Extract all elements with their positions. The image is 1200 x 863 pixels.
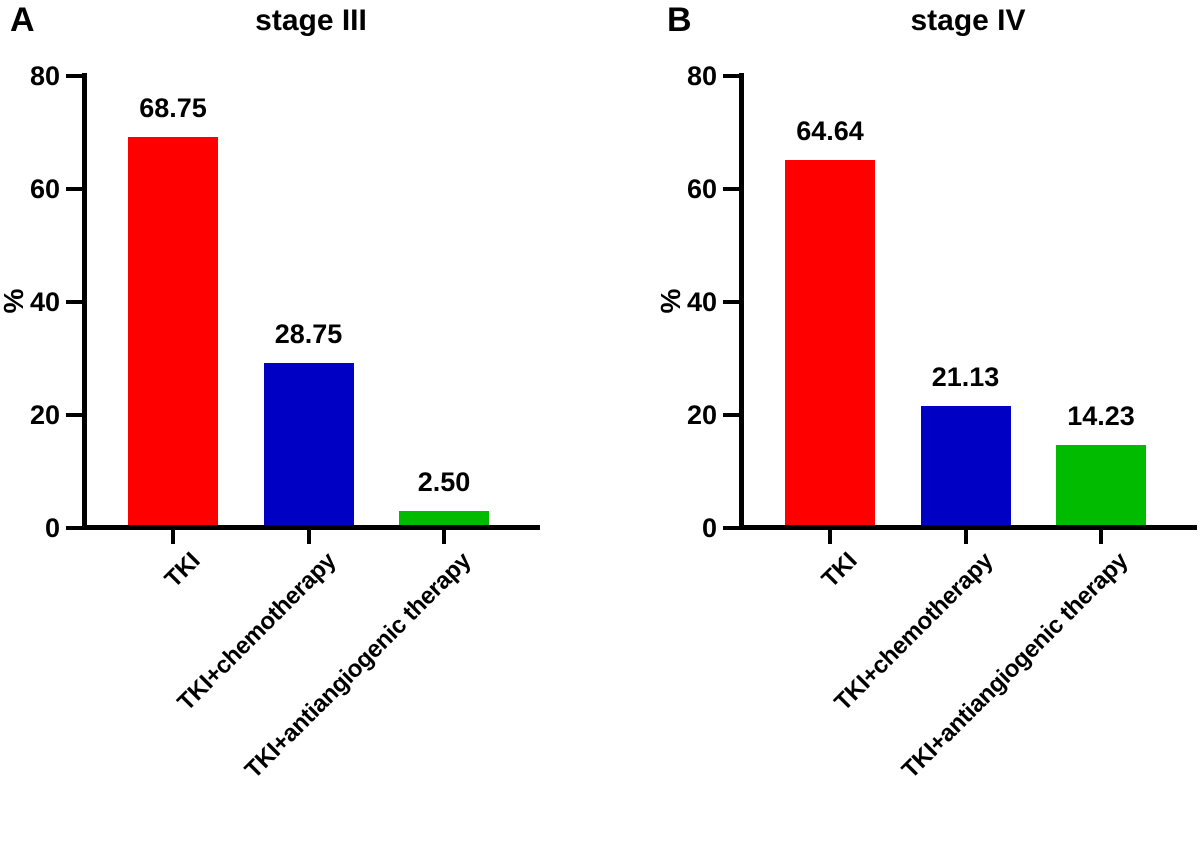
y-tick-label: 80 <box>29 60 60 91</box>
y-tick-label: 40 <box>686 286 717 317</box>
bar-value-label: 2.50 <box>417 466 471 497</box>
plot-area: 0 20 40 60 80 68.75 TKI 28.75 TKI+chemotherapy 2.… <box>0 0 543 796</box>
y-tick-label: 60 <box>29 173 60 204</box>
y-axis-line <box>739 73 744 530</box>
chart-title-stage-iii: stage III <box>255 4 367 37</box>
y-tick-mark <box>66 73 82 78</box>
x-category-label: TKI+chemotherapy <box>828 547 998 717</box>
chart-title-stage-iv: stage IV <box>910 4 1026 37</box>
y-axis-line <box>82 73 87 530</box>
y-tick-mark <box>66 186 82 191</box>
bar-value-label: 68.75 <box>139 92 207 123</box>
x-category-label: TKI+antiangiogenic therapy <box>896 547 1134 784</box>
bar-tki-chemotherapy <box>920 405 1011 525</box>
x-category-label: TKI <box>816 547 863 594</box>
bar-value-label: 64.64 <box>796 115 864 146</box>
panel-stage-iii: A stage III % 0 20 40 60 80 68.75 TKI 28.75 TKI+… <box>0 0 543 796</box>
panel-letter-a: A <box>10 1 35 39</box>
y-tick-mark <box>66 525 82 530</box>
x-tick-mark <box>306 530 311 544</box>
y-tick-mark <box>66 299 82 304</box>
x-tick-mark <box>442 530 446 544</box>
x-tick-mark <box>171 530 175 544</box>
bar-tki <box>785 159 875 525</box>
y-tick-label: 0 <box>701 512 717 543</box>
y-tick-label: 20 <box>686 399 717 430</box>
bar-tki <box>128 136 218 525</box>
y-tick-mark <box>723 525 739 530</box>
panel-stage-iv: B stage IV % 0 20 40 60 80 64.64 TKI 21.13 TKI+c… <box>655 0 1200 796</box>
x-axis-line <box>739 525 1197 530</box>
bar-value-label: 28.75 <box>274 318 343 349</box>
bar-value-label: 21.13 <box>931 361 1000 392</box>
y-tick-mark <box>723 412 739 417</box>
x-category-label: TKI+chemotherapy <box>171 547 341 717</box>
y-tick-label: 40 <box>29 286 60 317</box>
y-tick-mark <box>66 412 82 417</box>
y-tick-label: 60 <box>686 173 717 204</box>
x-tick-mark <box>963 530 968 544</box>
panel-letter-b: B <box>667 1 692 39</box>
plot-area: 0 20 40 60 80 64.64 TKI 21.13 TKI+chemotherapy 14… <box>657 0 1200 796</box>
bar-tki-chemotherapy <box>263 362 354 525</box>
y-tick-label: 0 <box>44 512 60 543</box>
bar-value-label: 14.23 <box>1067 400 1135 431</box>
y-tick-mark <box>723 186 739 191</box>
bar-tki-antiangiogenic-therapy <box>1056 444 1146 525</box>
y-tick-label: 20 <box>29 399 60 430</box>
y-tick-mark <box>723 73 739 78</box>
x-category-label: TKI+antiangiogenic therapy <box>239 547 477 784</box>
y-tick-mark <box>723 299 739 304</box>
x-tick-mark <box>828 530 832 544</box>
x-tick-mark <box>1099 530 1103 544</box>
x-axis-line <box>82 525 540 530</box>
bar-tki-antiangiogenic-therapy <box>399 510 489 525</box>
y-tick-label: 80 <box>686 60 717 91</box>
